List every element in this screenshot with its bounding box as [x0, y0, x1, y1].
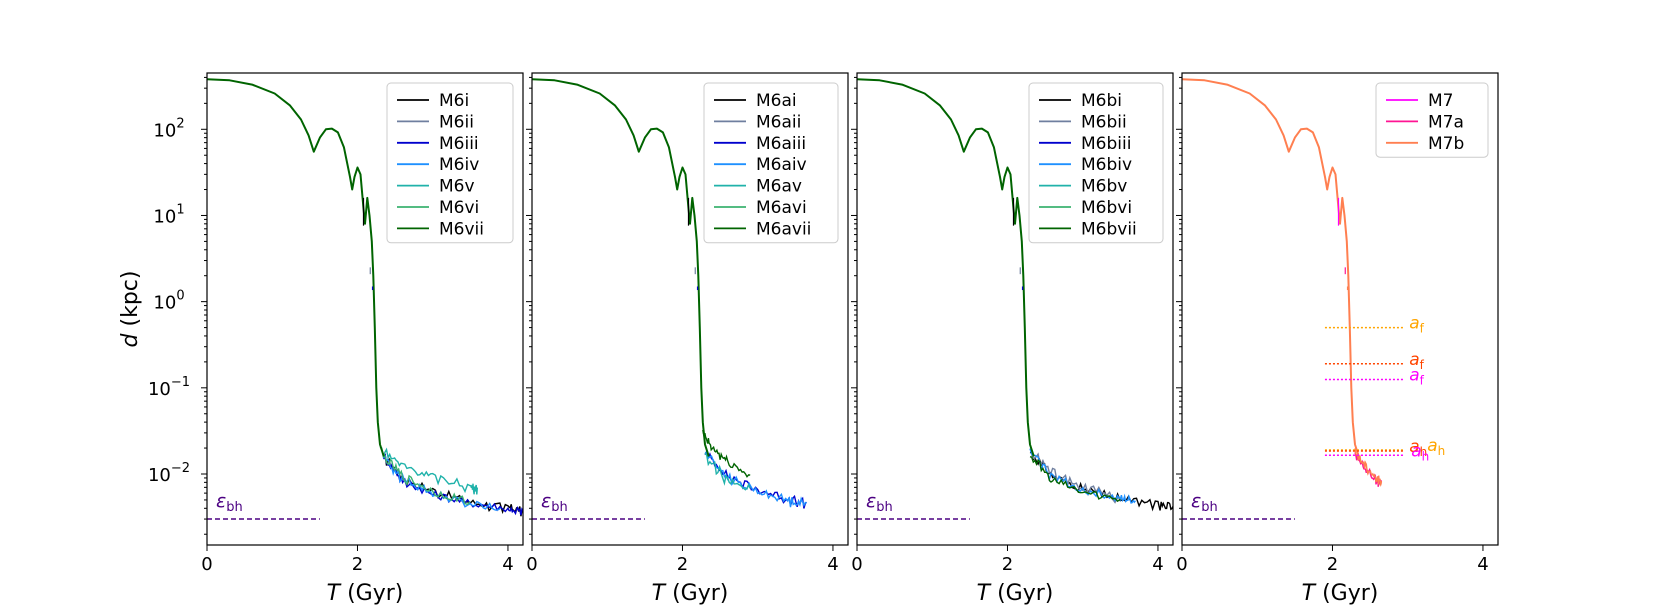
legend-box: [386, 82, 514, 244]
softening-label: εbh: [866, 490, 893, 515]
panel-frame: [856, 72, 1174, 546]
legend-entry: M6av: [756, 177, 802, 197]
x-tick-label: 2: [352, 554, 363, 575]
y-axis-label: d (kpc): [118, 271, 143, 348]
series-tail-line: [383, 453, 471, 506]
reference-label: af: [1409, 350, 1424, 372]
legend-entry: M6iii: [439, 134, 479, 154]
softening-label: εbh: [216, 490, 243, 515]
plot-area: [532, 78, 808, 520]
x-tick-label: 2: [1002, 554, 1013, 575]
legend-entry: M6biii: [1081, 134, 1131, 154]
reference-label: ah: [1409, 437, 1427, 459]
series-main-line: [1182, 78, 1360, 457]
y-tick-label: 10−1: [148, 375, 190, 400]
legend-entry: M6avi: [756, 198, 807, 218]
series-main-line: [532, 78, 710, 457]
plot-area: [1182, 78, 1404, 520]
legend-entry: M6aii: [756, 112, 801, 132]
plot-area: [207, 78, 523, 520]
series-tail-line: [704, 451, 807, 508]
y-tick-label: 100: [153, 289, 184, 314]
x-axis-label: T (Gyr): [327, 581, 404, 606]
x-tick-label: 4: [1477, 554, 1488, 575]
x-tick-label: 4: [827, 554, 838, 575]
softening-label: εbh: [541, 490, 568, 515]
series-tail-line: [1354, 448, 1383, 488]
legend-entry: M6bvi: [1081, 198, 1132, 218]
legend-entry: M6aiv: [756, 155, 807, 175]
x-axis-label: T (Gyr): [977, 581, 1054, 606]
series-tail-line: [702, 429, 751, 478]
y-tick-label: 102: [153, 116, 184, 141]
series-tail-line: [383, 454, 501, 511]
legend-entry: M6biv: [1081, 155, 1132, 175]
legend-entry: M6bv: [1081, 177, 1127, 197]
legend-entry: M6i: [439, 91, 469, 111]
series-main-line: [207, 78, 385, 457]
y-tick-label: 10−2: [148, 461, 190, 486]
x-tick-label: 2: [677, 554, 688, 575]
series-tail-line: [1029, 456, 1121, 503]
x-axis-label: T (Gyr): [652, 581, 729, 606]
series-tail-line: [1029, 448, 1136, 504]
x-tick-label: 4: [502, 554, 513, 575]
series-tail-line: [1354, 452, 1383, 487]
legend-entry: M6v: [439, 177, 475, 197]
softening-label: εbh: [1191, 490, 1218, 515]
series-tail-line: [383, 452, 523, 517]
reference-label: ah: [1427, 436, 1445, 458]
series-main-line: [857, 78, 1035, 457]
reference-label: ah: [1411, 441, 1429, 463]
legend-entry: M6vii: [439, 219, 484, 239]
legend-entry: M6bii: [1081, 112, 1127, 132]
x-tick-label: 2: [1327, 554, 1338, 575]
legend-entry: M6aiii: [756, 134, 806, 154]
legend-box: [703, 82, 839, 244]
plot-area: [857, 78, 1173, 520]
x-axis-label: T (Gyr): [1302, 581, 1379, 606]
x-tick-label: 0: [1176, 554, 1187, 575]
legend-entry: M6bi: [1081, 91, 1122, 111]
legend-box: [1375, 82, 1489, 158]
legend-entry: M6bvii: [1081, 219, 1137, 239]
x-tick-label: 0: [201, 554, 212, 575]
legend-entry: M7a: [1428, 112, 1464, 132]
series-tail-line: [379, 446, 479, 495]
legend-entry: M7: [1428, 91, 1453, 111]
reference-label: af: [1409, 365, 1424, 387]
panel-frame: [531, 72, 849, 546]
legend-box: [1028, 82, 1164, 244]
x-tick-label: 4: [1152, 554, 1163, 575]
x-tick-label: 0: [851, 554, 862, 575]
legend-entry: M6avii: [756, 219, 811, 239]
legend-entry: M6ii: [439, 112, 474, 132]
y-tick-label: 101: [153, 202, 184, 227]
series-tail-line: [704, 452, 751, 491]
legend-entry: M6vi: [439, 198, 479, 218]
legend-entry: M6ai: [756, 91, 797, 111]
legend-entry: M6iv: [439, 155, 479, 175]
legend-entry: M7b: [1428, 134, 1464, 154]
x-tick-label: 0: [526, 554, 537, 575]
series-tail-line: [1029, 448, 1121, 504]
reference-label: af: [1409, 314, 1424, 336]
panel-frame: [1181, 72, 1499, 546]
panel-frame: [206, 72, 524, 546]
